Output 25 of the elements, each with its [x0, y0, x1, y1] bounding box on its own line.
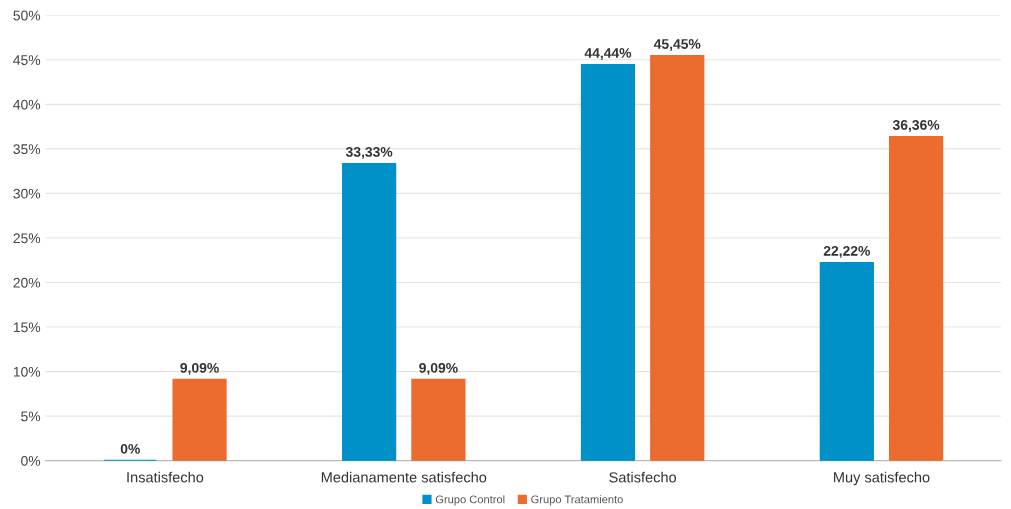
x-tick-label: Insatisfecho — [127, 471, 204, 483]
y-tick-label: 30% — [13, 188, 41, 199]
data-label: 36,36% — [892, 120, 940, 132]
legend-label: Grupo Control — [435, 495, 505, 506]
data-label: 9,09% — [419, 362, 458, 375]
data-label: 45,45% — [653, 39, 701, 51]
data-label: 22,22% — [823, 245, 871, 258]
x-tick-label: Muy satisfecho — [834, 471, 930, 486]
legend-label: Grupo Tratamiento — [531, 495, 623, 506]
x-tick-label: Medianamente satisfecho — [321, 471, 487, 483]
y-tick-label: 0% — [21, 455, 41, 466]
y-tick-label: 40% — [13, 99, 41, 110]
y-tick-label: 15% — [13, 322, 41, 333]
y-tick-label: 35% — [13, 144, 41, 155]
y-tick-label: 25% — [13, 233, 41, 244]
y-tick-label: 20% — [13, 277, 41, 288]
x-tick-label: Satisfecho — [609, 471, 677, 483]
data-label: 44,44% — [584, 48, 632, 60]
y-tick-label: 45% — [13, 55, 41, 65]
y-tick-label: 10% — [13, 366, 41, 377]
data-label: 0% — [120, 443, 140, 454]
y-tick-label: 50% — [13, 10, 41, 21]
data-label: 33,33% — [345, 147, 393, 159]
data-label: 9,09% — [180, 362, 219, 375]
y-tick-label: 5% — [21, 411, 41, 422]
